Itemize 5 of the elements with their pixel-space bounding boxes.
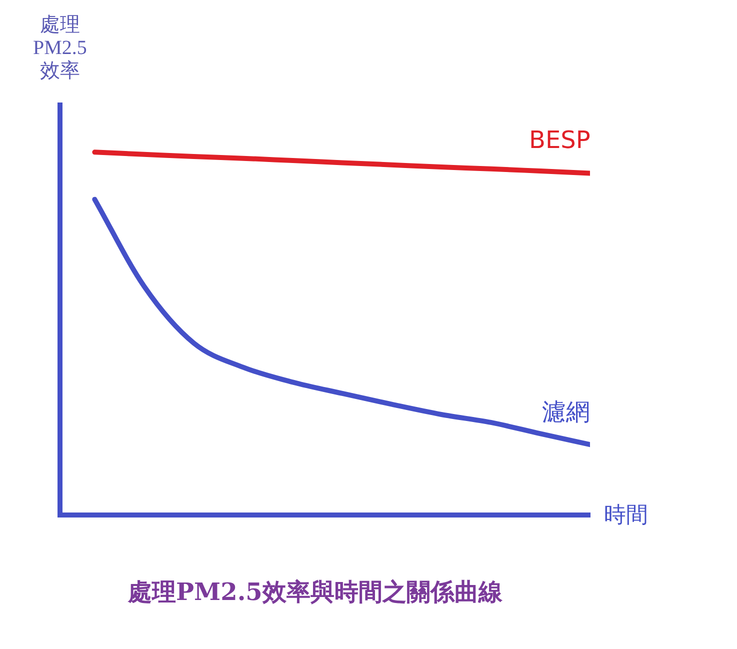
series-label: 濾網 <box>542 398 590 426</box>
x-axis-title: 時間 <box>604 502 648 528</box>
series-label: BESP <box>529 126 590 155</box>
text: 處理PM2.5效率與時間之關係曲線 <box>128 577 502 606</box>
y-axis-title: 處理 PM2.5 效率 <box>33 14 87 83</box>
